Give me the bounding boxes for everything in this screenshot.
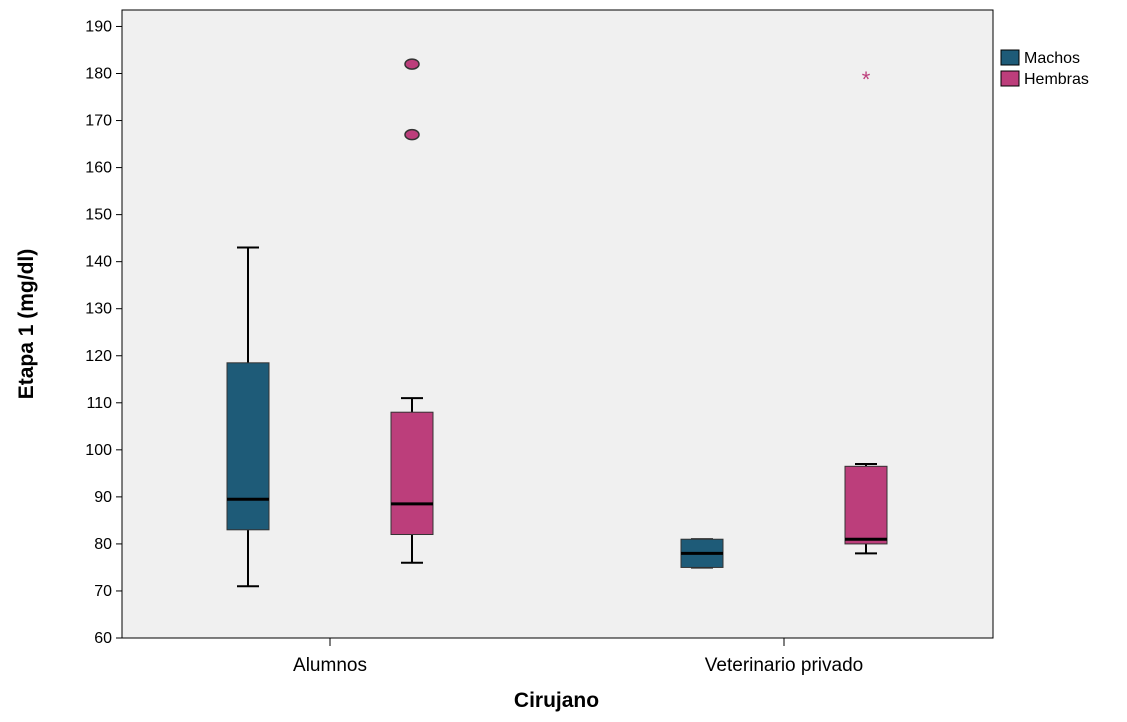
y-tick-label: 90 [94,489,112,506]
legend-swatch-machos [1000,49,1020,66]
y-tick-label: 60 [94,630,112,647]
legend-swatch-hembras [1000,70,1020,87]
outlier-point [404,58,420,70]
y-tick-label: 100 [85,442,112,459]
box-hembras-1: * [844,67,888,555]
x-axis-title: Cirujano [514,689,599,712]
extreme-point: * [862,67,871,92]
y-tick-label: 140 [85,254,112,271]
y-tick-label: 150 [85,207,112,224]
legend-label-machos: Machos [1024,50,1080,67]
boxes-layer: * [226,58,888,588]
y-tick-label: 160 [85,160,112,177]
box-machos-1 [680,538,724,569]
x-axis: Alumnos Veterinario privado [293,638,863,676]
y-axis: 60 70 80 90 100 110 120 130 140 150 160 170 180 190 [85,18,122,647]
box [226,362,270,531]
y-axis-title: Etapa 1 (mg/dl) [15,249,38,400]
legend-label-hembras: Hembras [1024,71,1089,88]
box [844,465,888,545]
y-tick-label: 80 [94,536,112,553]
y-tick-label: 180 [85,66,112,83]
box [390,411,434,536]
x-tick-label: Veterinario privado [705,655,863,676]
outlier-point [404,128,420,141]
y-tick-label: 190 [85,18,112,35]
box-machos-0 [226,246,270,588]
box-hembras-0 [390,58,434,564]
y-tick-label: 120 [85,348,112,365]
y-tick-label: 70 [94,583,112,600]
y-tick-label: 130 [85,301,112,318]
x-tick-label: Alumnos [293,655,367,676]
legend: Machos Hembras [1000,49,1089,88]
y-tick-label: 170 [85,113,112,130]
y-tick-label: 110 [86,395,112,412]
